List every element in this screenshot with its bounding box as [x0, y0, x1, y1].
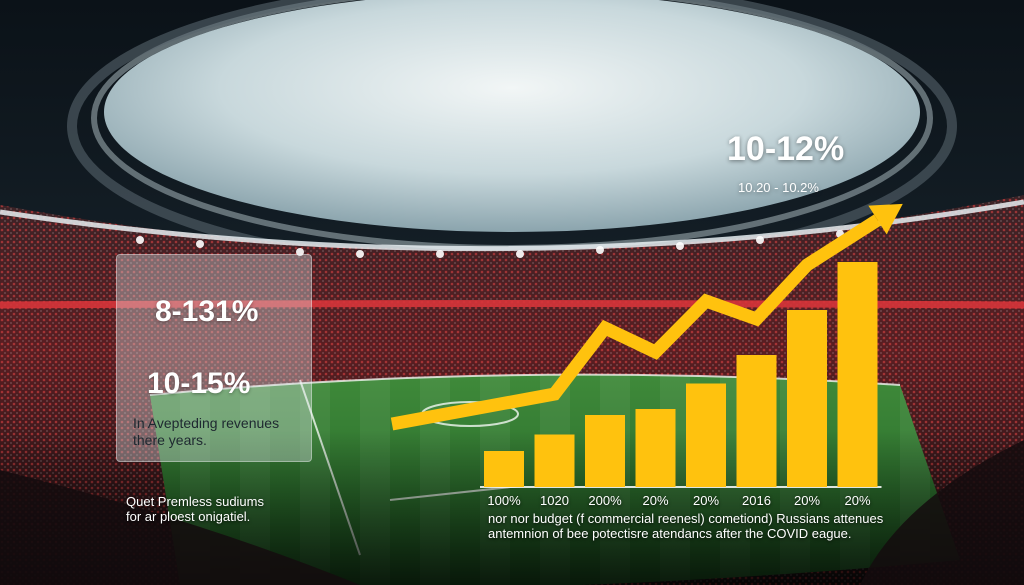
top-growth-substat: 10.20 - 10.2% — [738, 180, 819, 195]
bar-1 — [484, 451, 524, 487]
caption-right-line-2: antemnion of bee potectisre atendancs af… — [488, 526, 852, 541]
bar-2 — [534, 434, 575, 487]
caption-left: Quet Premless sudiums for ar ploest onig… — [126, 494, 264, 524]
stats-info-box: 8-131% 10-15% In Avepteding revenues the… — [116, 254, 312, 462]
revenue-bar-chart — [480, 262, 882, 488]
caption-right: nor nor budget (f commercial reenesl) co… — [488, 511, 883, 541]
bar-label-3: 200% — [588, 493, 622, 508]
bar-3 — [585, 415, 625, 487]
bar-5 — [686, 383, 726, 487]
bar-label-1: 100% — [487, 493, 521, 508]
bar-7 — [787, 310, 827, 487]
trend-line — [390, 214, 881, 431]
caption-left-line-2: for ar ploest onigatiel. — [126, 509, 251, 524]
bar-label-7: 20% — [793, 493, 821, 508]
bar-8 — [837, 262, 878, 487]
trend-arrow-head — [868, 203, 903, 235]
bar-label-5: 20% — [692, 493, 720, 508]
bar-label-4: 20% — [642, 493, 669, 508]
caption-right-line-1: nor nor budget (f commercial reenesl) co… — [488, 511, 884, 526]
caption-left-line-1: Quet Premless sudiums — [126, 494, 264, 509]
stat-range-1: 8-131% — [155, 295, 259, 328]
stat-range-2: 10-15% — [147, 367, 251, 400]
bar-label-6: 2016 — [742, 493, 771, 508]
stats-description: In Avepteding revenues there years. — [133, 415, 280, 448]
sky — [104, 0, 920, 232]
bar-label-8: 20% — [844, 493, 871, 508]
bar-4 — [635, 409, 676, 487]
bar-6 — [736, 355, 777, 487]
bar-label-2: 1020 — [540, 493, 569, 508]
top-growth-stat: 10-12% — [727, 130, 845, 168]
